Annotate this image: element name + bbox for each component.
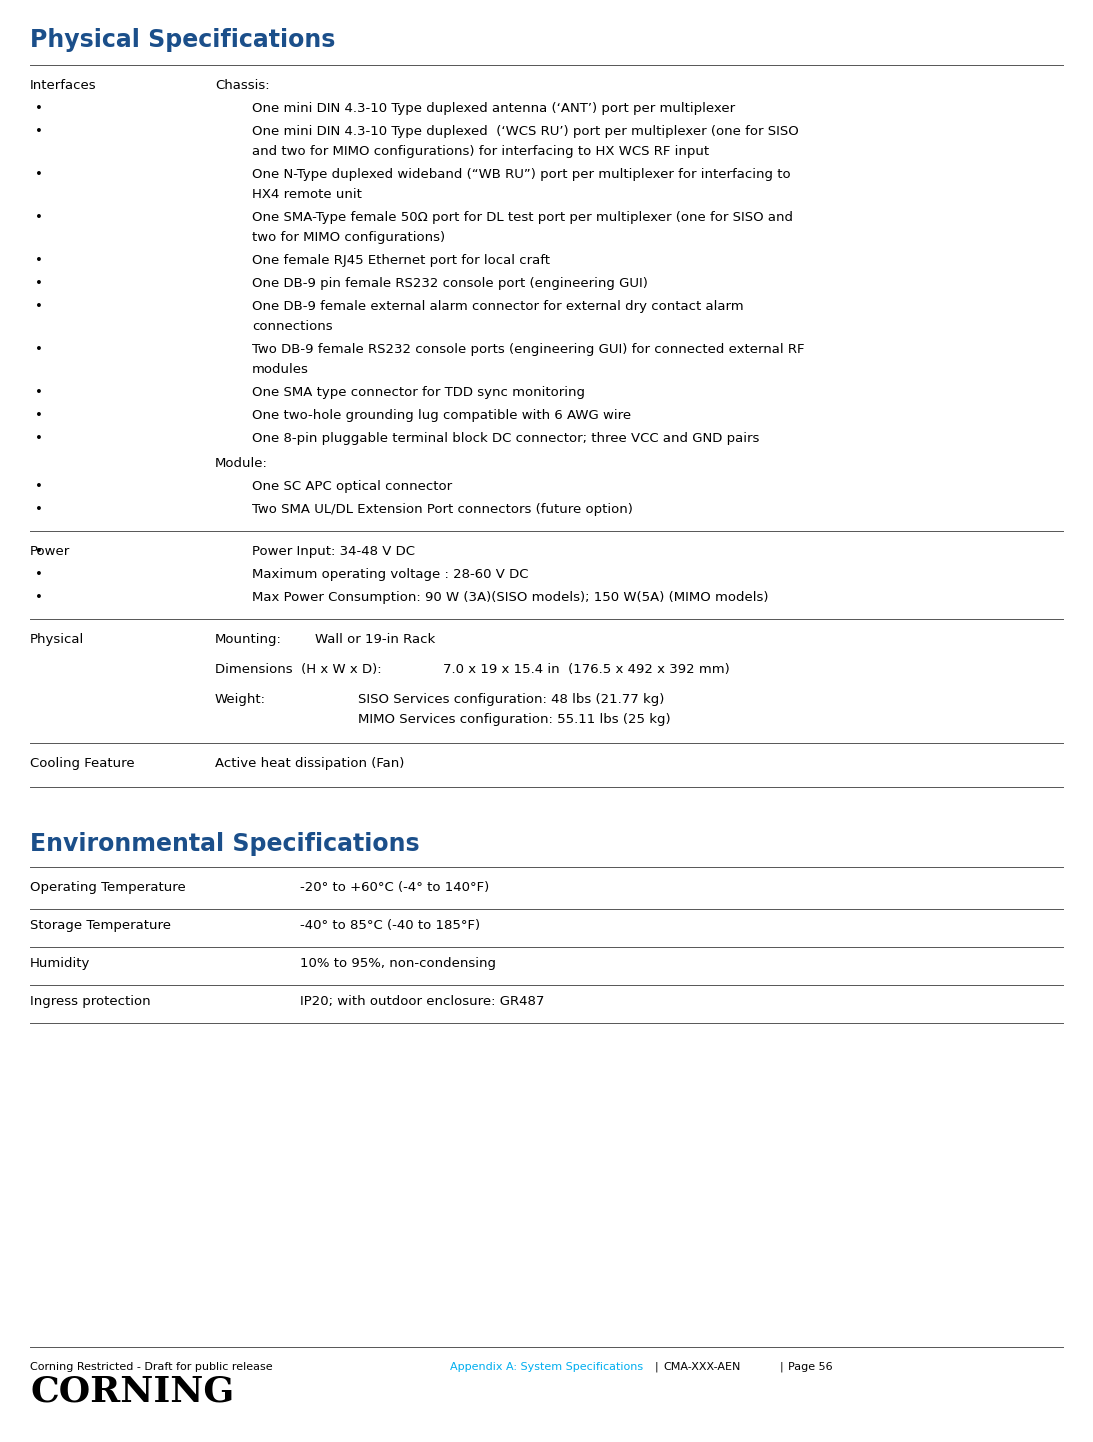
Text: Physical: Physical <box>30 633 84 646</box>
Text: CMA-XXX-AEN: CMA-XXX-AEN <box>663 1363 740 1371</box>
Text: •: • <box>35 343 43 356</box>
Text: Maximum operating voltage : 28-60 V DC: Maximum operating voltage : 28-60 V DC <box>252 568 529 581</box>
Text: One two-hole grounding lug compatible with 6 AWG wire: One two-hole grounding lug compatible wi… <box>252 410 631 423</box>
Text: Environmental Specifications: Environmental Specifications <box>30 832 420 857</box>
Text: Operating Temperature: Operating Temperature <box>30 881 186 894</box>
Text: 10% to 95%, non-condensing: 10% to 95%, non-condensing <box>299 957 496 970</box>
Text: IP20; with outdoor enclosure: GR487: IP20; with outdoor enclosure: GR487 <box>299 995 544 1008</box>
Text: •: • <box>35 480 43 493</box>
Text: One SC APC optical connector: One SC APC optical connector <box>252 480 453 493</box>
Text: •: • <box>35 125 43 138</box>
Text: Ingress protection: Ingress protection <box>30 995 151 1008</box>
Text: Cooling Feature: Cooling Feature <box>30 757 134 770</box>
Text: One DB-9 pin female RS232 console port (engineering GUI): One DB-9 pin female RS232 console port (… <box>252 277 648 290</box>
Text: •: • <box>35 433 43 446</box>
Text: Page 56: Page 56 <box>788 1363 833 1371</box>
Text: |: | <box>780 1363 784 1373</box>
Text: •: • <box>35 410 43 423</box>
Text: Module:: Module: <box>215 457 268 470</box>
Text: •: • <box>35 254 43 267</box>
Text: Two DB-9 female RS232 console ports (engineering GUI) for connected external RF: Two DB-9 female RS232 console ports (eng… <box>252 343 804 356</box>
Text: •: • <box>35 503 43 516</box>
Text: modules: modules <box>252 363 309 376</box>
Text: Wall or 19-in Rack: Wall or 19-in Rack <box>315 633 435 646</box>
Text: One SMA-Type female 50Ω port for DL test port per multiplexer (one for SISO and: One SMA-Type female 50Ω port for DL test… <box>252 211 794 224</box>
Text: Interfaces: Interfaces <box>30 79 96 92</box>
Text: SISO Services configuration: 48 lbs (21.77 kg): SISO Services configuration: 48 lbs (21.… <box>359 694 665 707</box>
Text: Power: Power <box>30 545 70 558</box>
Text: •: • <box>35 300 43 313</box>
Text: -40° to 85°C (-40 to 185°F): -40° to 85°C (-40 to 185°F) <box>299 919 480 932</box>
Text: MIMO Services configuration: 55.11 lbs (25 kg): MIMO Services configuration: 55.11 lbs (… <box>359 712 671 725</box>
Text: Weight:: Weight: <box>215 694 266 707</box>
Text: Two SMA UL/DL Extension Port connectors (future option): Two SMA UL/DL Extension Port connectors … <box>252 503 633 516</box>
Text: Physical Specifications: Physical Specifications <box>30 27 336 52</box>
Text: Power Input: 34-48 V DC: Power Input: 34-48 V DC <box>252 545 415 558</box>
Text: One mini DIN 4.3-10 Type duplexed  (‘WCS RU’) port per multiplexer (one for SISO: One mini DIN 4.3-10 Type duplexed (‘WCS … <box>252 125 799 138</box>
Text: |: | <box>655 1363 659 1373</box>
Text: Appendix A: System Specifications: Appendix A: System Specifications <box>450 1363 643 1371</box>
Text: •: • <box>35 591 43 604</box>
Text: One female RJ45 Ethernet port for local craft: One female RJ45 Ethernet port for local … <box>252 254 550 267</box>
Text: and two for MIMO configurations) for interfacing to HX WCS RF input: and two for MIMO configurations) for int… <box>252 146 709 159</box>
Text: •: • <box>35 169 43 182</box>
Text: Max Power Consumption: 90 W (3A)(SISO models); 150 W(5A) (MIMO models): Max Power Consumption: 90 W (3A)(SISO mo… <box>252 591 768 604</box>
Text: Storage Temperature: Storage Temperature <box>30 919 171 932</box>
Text: •: • <box>35 102 43 115</box>
Text: HX4 remote unit: HX4 remote unit <box>252 187 362 200</box>
Text: One 8-pin pluggable terminal block DC connector; three VCC and GND pairs: One 8-pin pluggable terminal block DC co… <box>252 433 760 446</box>
Text: CORNING: CORNING <box>30 1374 234 1407</box>
Text: Corning Restricted - Draft for public release: Corning Restricted - Draft for public re… <box>30 1363 272 1371</box>
Text: •: • <box>35 386 43 399</box>
Text: two for MIMO configurations): two for MIMO configurations) <box>252 231 445 244</box>
Text: 7.0 x 19 x 15.4 in  (176.5 x 492 x 392 mm): 7.0 x 19 x 15.4 in (176.5 x 492 x 392 mm… <box>443 663 730 676</box>
Text: One SMA type connector for TDD sync monitoring: One SMA type connector for TDD sync moni… <box>252 386 585 399</box>
Text: Humidity: Humidity <box>30 957 91 970</box>
Text: Chassis:: Chassis: <box>215 79 270 92</box>
Text: •: • <box>35 211 43 224</box>
Text: One mini DIN 4.3-10 Type duplexed antenna (‘ANT’) port per multiplexer: One mini DIN 4.3-10 Type duplexed antenn… <box>252 102 736 115</box>
Text: One N-Type duplexed wideband (“WB RU”) port per multiplexer for interfacing to: One N-Type duplexed wideband (“WB RU”) p… <box>252 169 790 182</box>
Text: •: • <box>35 277 43 290</box>
Text: connections: connections <box>252 320 332 333</box>
Text: -20° to +60°C (-4° to 140°F): -20° to +60°C (-4° to 140°F) <box>299 881 490 894</box>
Text: •: • <box>35 568 43 581</box>
Text: Mounting:: Mounting: <box>215 633 282 646</box>
Text: •: • <box>35 545 43 558</box>
Text: Active heat dissipation (Fan): Active heat dissipation (Fan) <box>215 757 404 770</box>
Text: One DB-9 female external alarm connector for external dry contact alarm: One DB-9 female external alarm connector… <box>252 300 743 313</box>
Text: Dimensions  (H x W x D):: Dimensions (H x W x D): <box>215 663 381 676</box>
